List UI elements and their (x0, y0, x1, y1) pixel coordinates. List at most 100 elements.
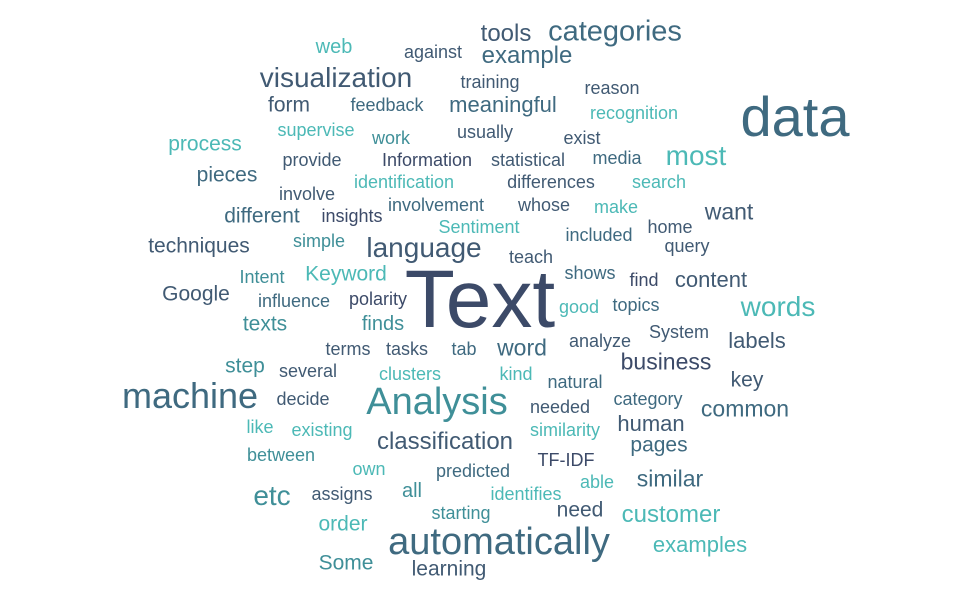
cloud-word: language (366, 232, 482, 263)
cloud-word: predicted (435, 461, 511, 481)
cloud-word: TF-IDF (537, 450, 595, 470)
cloud-word: involvement (387, 195, 485, 215)
cloud-word: exist (563, 128, 601, 148)
cloud-word: assigns (311, 484, 373, 504)
cloud-word: natural (547, 372, 603, 392)
cloud-word: words (740, 291, 816, 322)
cloud-word: supervise (277, 120, 355, 140)
cloud-word: able (579, 472, 615, 492)
cloud-word: Intent (239, 267, 285, 287)
cloud-word: analyze (568, 331, 632, 351)
cloud-word: teach (508, 247, 554, 267)
cloud-word: similar (636, 465, 704, 492)
cloud-word: data (740, 85, 850, 148)
cloud-word: home (647, 217, 693, 237)
cloud-word: texts (242, 312, 288, 336)
cloud-word: pieces (196, 163, 258, 187)
cloud-word: starting (431, 503, 491, 523)
cloud-word: tools (480, 20, 532, 47)
cloud-word: tab (451, 339, 477, 359)
cloud-word: key (730, 368, 764, 392)
cloud-word: provide (282, 150, 342, 170)
cloud-word: categories (548, 15, 682, 48)
cloud-word: identification (353, 172, 455, 192)
cloud-word: classification (376, 428, 514, 455)
cloud-word: involve (278, 184, 336, 204)
cloud-word: work (371, 128, 411, 148)
cloud-word: needed (529, 397, 591, 417)
cloud-word: search (631, 172, 687, 192)
cloud-word: statistical (490, 150, 566, 170)
cloud-word: visualization (259, 62, 413, 93)
cloud-word: make (593, 197, 639, 217)
cloud-word: own (352, 459, 386, 479)
cloud-word: insights (321, 206, 383, 226)
cloud-word: labels (728, 328, 786, 353)
cloud-word: query (664, 236, 710, 256)
cloud-word: influence (257, 291, 331, 311)
cloud-word: like (246, 417, 274, 437)
cloud-word: feedback (350, 95, 424, 115)
cloud-word: against (403, 42, 463, 62)
cloud-word: included (565, 225, 633, 245)
cloud-word: Keyword (305, 262, 387, 286)
cloud-word: good (558, 297, 600, 317)
cloud-word: kind (499, 364, 533, 384)
cloud-word: tasks (385, 339, 429, 359)
cloud-word: usually (456, 122, 514, 142)
cloud-word: meaningful (449, 92, 557, 117)
cloud-word: all (401, 480, 423, 502)
cloud-word: learning (411, 557, 487, 581)
cloud-word: techniques (148, 234, 250, 258)
cloud-word: reason (584, 78, 640, 98)
cloud-word: web (315, 36, 353, 58)
cloud-word: System (648, 322, 710, 342)
cloud-word: simple (292, 231, 346, 251)
cloud-word: training (460, 72, 520, 92)
cloud-word: Text (404, 254, 556, 345)
cloud-word: machine (121, 375, 259, 416)
cloud-word: example (481, 42, 573, 69)
cloud-word: want (704, 198, 754, 225)
cloud-word: finds (361, 313, 405, 335)
cloud-word: whose (517, 195, 571, 215)
cloud-word: need (556, 498, 604, 522)
cloud-word: content (674, 267, 748, 292)
cloud-word: Sentiment (438, 217, 520, 237)
cloud-word: between (246, 445, 316, 465)
cloud-word: terms (325, 339, 371, 359)
cloud-word: process (168, 132, 242, 156)
cloud-word: clusters (378, 364, 442, 384)
cloud-word: find (629, 270, 659, 290)
cloud-word: etc (253, 480, 291, 511)
cloud-word: word (497, 334, 547, 361)
cloud-word: decide (276, 389, 330, 409)
cloud-word: several (278, 361, 338, 381)
cloud-word: existing (291, 420, 353, 440)
cloud-word: shows (564, 263, 616, 283)
cloud-word: Google (162, 282, 230, 306)
cloud-word: pages (630, 433, 688, 457)
cloud-word: differences (507, 172, 595, 192)
cloud-word: Analysis (366, 381, 508, 423)
cloud-word: automatically (388, 521, 610, 563)
cloud-word: topics (612, 295, 660, 315)
cloud-word: business (620, 348, 712, 375)
cloud-word: Some (318, 551, 374, 575)
cloud-word: Information (381, 150, 473, 170)
cloud-word: polarity (348, 289, 408, 309)
cloud-word: different (224, 204, 300, 228)
cloud-word: form (268, 93, 310, 117)
cloud-word: most (665, 140, 727, 171)
cloud-word: examples (652, 532, 748, 557)
cloud-word: similarity (530, 420, 600, 440)
cloud-word: recognition (589, 103, 679, 123)
cloud-word: common (700, 395, 790, 422)
cloud-word: category (613, 389, 683, 409)
cloud-word: customer (621, 501, 721, 528)
cloud-word: identifies (490, 484, 562, 504)
cloud-word: order (318, 512, 368, 536)
cloud-word: human (617, 411, 685, 436)
cloud-word: media (592, 148, 642, 168)
